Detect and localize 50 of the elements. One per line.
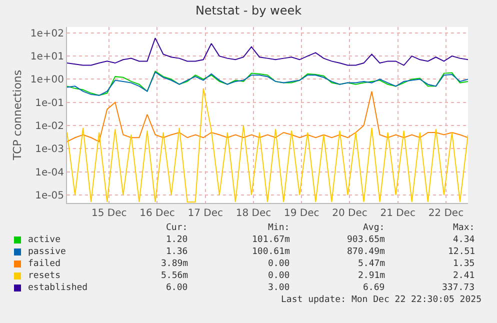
text: 6.69 <box>363 283 385 293</box>
text: Max: <box>453 223 475 233</box>
text: 1.35 <box>453 259 475 269</box>
legend-label: passive <box>28 247 66 257</box>
text: 0.00 <box>268 259 290 269</box>
y-tick-label: 1e-02 <box>35 121 64 132</box>
text: 2.41 <box>453 271 475 281</box>
text: 5.56m <box>161 271 188 281</box>
text: 1.36 <box>166 247 188 257</box>
text: 903.65m <box>347 235 385 245</box>
text: Cur: <box>166 223 188 233</box>
text: 337.73 <box>442 283 475 293</box>
x-tick-label: 20 Dec <box>332 208 368 219</box>
text: 2.91m <box>358 271 386 281</box>
x-tick-label: 16 Dec <box>140 208 175 219</box>
text: 3.00 <box>268 283 290 293</box>
text: Last update: Mon Dec 22 22:30:05 2025 <box>281 295 482 305</box>
legend-label: active <box>28 235 61 245</box>
text: 12.51 <box>448 247 476 257</box>
x-tick-label: 22 Dec <box>428 208 464 219</box>
x-tick-label: 17 Dec <box>188 208 223 219</box>
y-tick-label: 1e-01 <box>35 98 64 109</box>
text: Avg: <box>363 223 385 233</box>
legend-label: failed <box>28 259 61 269</box>
legend-label: resets <box>28 271 61 281</box>
text: 101.67m <box>252 235 290 245</box>
text: 870.49m <box>347 247 385 257</box>
text: 100.61m <box>252 247 290 257</box>
x-tick-label: 19 Dec <box>284 208 320 219</box>
line-series <box>67 90 468 142</box>
y-axis-title: TCP connections <box>11 70 24 162</box>
chart-title: Netstat - by week <box>195 3 302 18</box>
text: 5.47m <box>358 259 386 269</box>
y-tick-label: 1e+00 <box>30 74 64 86</box>
x-tick-label: 21 Dec <box>380 208 416 219</box>
y-tick-label: 1e-05 <box>35 190 64 202</box>
line-series <box>67 38 468 66</box>
legend-label: established <box>28 283 88 293</box>
text: Min: <box>268 223 290 233</box>
x-tick-label: 15 Dec <box>91 208 127 219</box>
text: 4.34 <box>453 235 475 245</box>
y-tick-label: 1e-03 <box>35 144 64 156</box>
text: 0.00 <box>268 271 290 281</box>
text: 1.20 <box>166 235 188 245</box>
y-tick-label: 1e-04 <box>35 167 64 178</box>
text: 6.00 <box>166 283 188 293</box>
y-tick-label: 1e+01 <box>30 52 64 63</box>
text: 3.89m <box>161 259 188 269</box>
x-tick-label: 18 Dec <box>236 208 272 219</box>
y-tick-label: 1e+02 <box>30 28 64 40</box>
